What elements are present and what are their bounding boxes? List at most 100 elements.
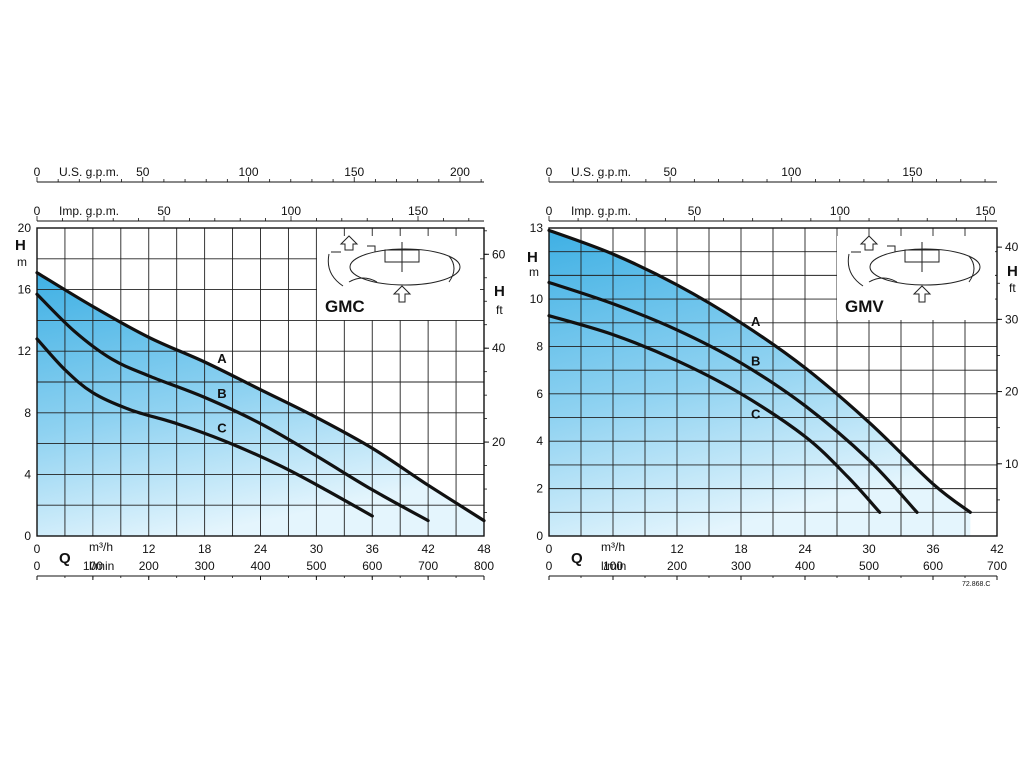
lmin-tick-label: 300 bbox=[195, 559, 215, 573]
y-tick-label: 4 bbox=[536, 434, 543, 448]
y-axis-unit: m bbox=[529, 265, 539, 279]
y-tick-label: 8 bbox=[24, 406, 31, 420]
y2-axis-unit: ft bbox=[1009, 281, 1016, 295]
lmin-tick-label: 200 bbox=[139, 559, 159, 573]
lmin-tick-label: 500 bbox=[306, 559, 326, 573]
x-tick-label: 30 bbox=[310, 542, 324, 556]
curve-label-c: C bbox=[217, 421, 227, 436]
top-axis-tick-label: 100 bbox=[238, 165, 258, 179]
x-tick-label: 30 bbox=[862, 542, 876, 556]
y2-tick-label: 40 bbox=[492, 341, 506, 355]
y2-tick-label: 60 bbox=[492, 247, 506, 261]
y2-tick-label: 30 bbox=[1005, 312, 1019, 326]
x-axis-symbol: Q bbox=[571, 550, 583, 567]
x-tick-label: 24 bbox=[798, 542, 812, 556]
figure-reference: 72.868.C bbox=[962, 581, 991, 588]
top-axis-tick-label: 150 bbox=[408, 204, 428, 218]
top-axis-label: U.S. g.p.m. bbox=[571, 165, 631, 179]
lmin-tick-label: 400 bbox=[795, 559, 815, 573]
lmin-tick-label: 0 bbox=[546, 559, 553, 573]
x-tick-label: 36 bbox=[366, 542, 380, 556]
top-axis-tick-label: 0 bbox=[34, 165, 41, 179]
curve-b bbox=[35, 292, 430, 523]
top-axis-label: U.S. g.p.m. bbox=[59, 165, 119, 179]
x-tick-label: 36 bbox=[926, 542, 940, 556]
x-tick-label: 18 bbox=[734, 542, 748, 556]
x-tick-label: 0 bbox=[34, 542, 41, 556]
x-axis-symbol: Q bbox=[59, 550, 71, 567]
top-axis-label: Imp. g.p.m. bbox=[59, 204, 119, 218]
y-tick-label: 8 bbox=[536, 339, 543, 353]
x-tick-label: 42 bbox=[421, 542, 435, 556]
curve-a bbox=[35, 271, 486, 523]
top-axis-tick-label: 50 bbox=[157, 204, 171, 218]
y-tick-label: 2 bbox=[536, 482, 543, 496]
top-axis-tick-label: 200 bbox=[450, 165, 470, 179]
top-axis-tick-label: 0 bbox=[546, 165, 553, 179]
y-tick-label: 6 bbox=[536, 387, 543, 401]
x-tick-label: 18 bbox=[198, 542, 212, 556]
top-axis-tick-label: 100 bbox=[281, 204, 301, 218]
lmin-tick-label: 600 bbox=[923, 559, 943, 573]
x-axis-unit-lmin: l/min bbox=[89, 559, 114, 573]
curve-a bbox=[547, 228, 972, 514]
lmin-tick-label: 400 bbox=[250, 559, 270, 573]
lmin-tick-label: 600 bbox=[362, 559, 382, 573]
curve-label-a: A bbox=[751, 314, 761, 329]
plot-frame bbox=[548, 227, 998, 537]
top-axis-label: Imp. g.p.m. bbox=[571, 204, 631, 218]
plot-frame bbox=[36, 227, 485, 537]
lmin-tick-label: 100 bbox=[83, 559, 103, 573]
curve-label-b: B bbox=[217, 386, 226, 401]
top-axis-tick-label: 100 bbox=[830, 204, 850, 218]
y2-tick-label: 20 bbox=[492, 435, 506, 449]
x-axis-unit-lmin: l/min bbox=[601, 559, 626, 573]
lmin-tick-label: 700 bbox=[418, 559, 438, 573]
y-axis-symbol: H bbox=[15, 237, 26, 254]
top-axis-tick-label: 150 bbox=[344, 165, 364, 179]
y2-tick-label: 10 bbox=[1005, 457, 1019, 471]
x-tick-label: 0 bbox=[546, 542, 553, 556]
model-label: GMV bbox=[845, 297, 884, 316]
operating-area bbox=[549, 230, 971, 536]
y-tick-label: 10 bbox=[530, 292, 544, 306]
y-tick-label: 12 bbox=[18, 344, 32, 358]
lmin-tick-label: 200 bbox=[667, 559, 687, 573]
lmin-tick-label: 300 bbox=[731, 559, 751, 573]
y2-tick-label: 20 bbox=[1005, 385, 1019, 399]
lmin-tick-label: 0 bbox=[34, 559, 41, 573]
y2-tick-label: 40 bbox=[1005, 240, 1019, 254]
curve-b bbox=[547, 280, 919, 514]
pump-section-icon bbox=[327, 235, 461, 303]
lmin-tick-label: 700 bbox=[987, 559, 1007, 573]
x-tick-label: 12 bbox=[142, 542, 156, 556]
y-tick-label: 16 bbox=[18, 283, 32, 297]
model-label: GMC bbox=[325, 297, 365, 316]
curve-c bbox=[547, 314, 882, 514]
x-axis-unit-m3h: m³/h bbox=[89, 540, 113, 554]
top-axis-tick-label: 0 bbox=[34, 204, 41, 218]
y2-axis-symbol: H bbox=[1007, 263, 1018, 280]
top-axis-tick-label: 150 bbox=[902, 165, 922, 179]
top-axis-tick-label: 0 bbox=[546, 204, 553, 218]
x-tick-label: 42 bbox=[990, 542, 1004, 556]
y-tick-label: 0 bbox=[536, 529, 543, 543]
top-axis-tick-label: 150 bbox=[975, 204, 995, 218]
pump-vortex-icon bbox=[847, 235, 981, 303]
x-axis-unit-m3h: m³/h bbox=[601, 540, 625, 554]
y2-axis-unit: ft bbox=[496, 303, 503, 317]
curve-c bbox=[35, 337, 374, 518]
top-axis-tick-label: 50 bbox=[688, 204, 702, 218]
curve-label-c: C bbox=[751, 407, 761, 422]
y-tick-label: 13 bbox=[530, 221, 544, 235]
y2-axis-symbol: H bbox=[494, 283, 505, 300]
lmin-tick-label: 500 bbox=[859, 559, 879, 573]
top-axis-tick-label: 50 bbox=[136, 165, 150, 179]
y-tick-label: 20 bbox=[18, 221, 32, 235]
lmin-tick-label: 800 bbox=[474, 559, 494, 573]
y-tick-label: 4 bbox=[24, 467, 31, 481]
y-axis-unit: m bbox=[17, 255, 27, 269]
x-tick-label: 48 bbox=[477, 542, 491, 556]
